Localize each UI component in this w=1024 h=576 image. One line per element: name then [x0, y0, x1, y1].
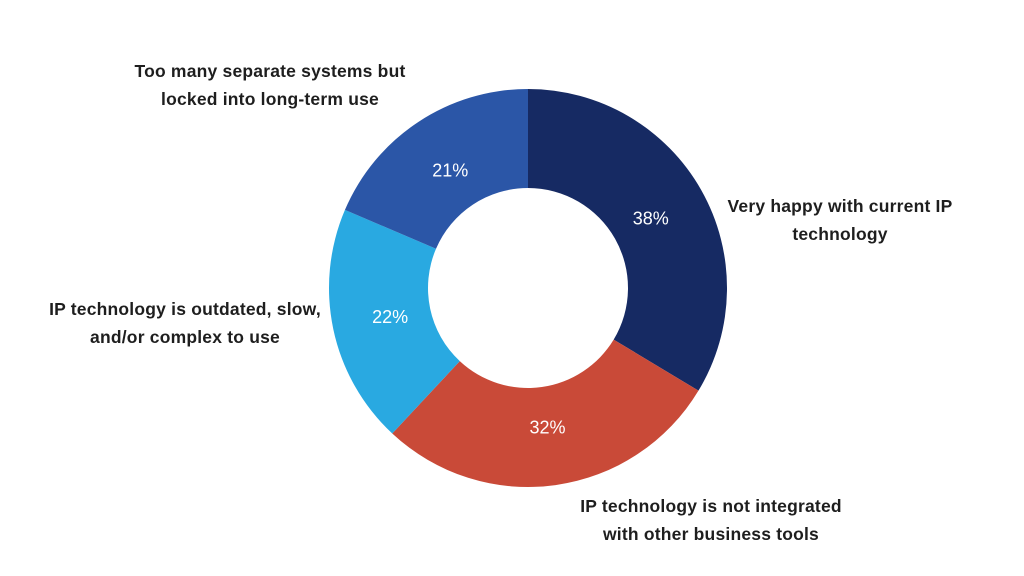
- slice-label-line: Too many separate systems but: [134, 61, 406, 81]
- slice-label-very-happy: Very happy with current IP technology: [680, 192, 1000, 248]
- donut-slice-separate-systems: [344, 89, 528, 249]
- percent-label-not-integrated: 32%: [529, 418, 565, 438]
- slice-label-line: technology: [792, 224, 888, 244]
- slice-label-line: and/or complex to use: [90, 327, 280, 347]
- slice-label-line: Very happy with current IP: [727, 196, 953, 216]
- donut-slice-outdated: [328, 209, 460, 434]
- percent-label-separate-systems: 21%: [432, 160, 468, 180]
- slice-label-separate-systems: Too many separate systems but locked int…: [90, 57, 450, 113]
- donut-slice-very-happy: [528, 89, 728, 391]
- slice-label-line: with other business tools: [603, 524, 819, 544]
- slice-label-line: IP technology is not integrated: [580, 496, 842, 516]
- slice-label-outdated: IP technology is outdated, slow, and/or …: [15, 295, 355, 351]
- percent-label-very-happy: 38%: [633, 209, 669, 229]
- slice-label-line: IP technology is outdated, slow,: [49, 299, 321, 319]
- slice-label-not-integrated: IP technology is not integrated with oth…: [546, 492, 876, 548]
- donut-slice-not-integrated: [392, 339, 699, 488]
- slice-label-line: locked into long-term use: [161, 89, 379, 109]
- percent-label-outdated: 22%: [372, 307, 408, 327]
